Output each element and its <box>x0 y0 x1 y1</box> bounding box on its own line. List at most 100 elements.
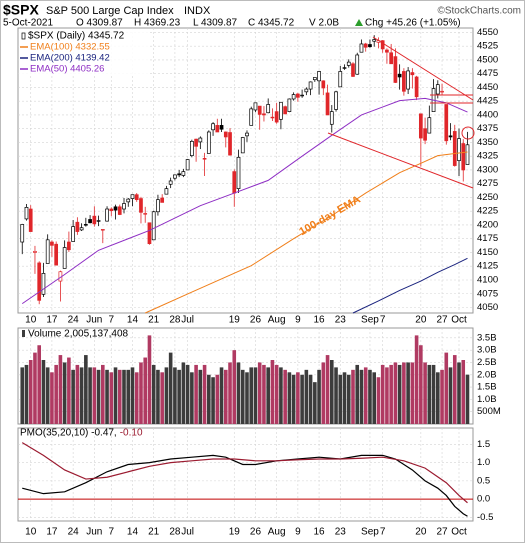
candle-body <box>50 241 54 246</box>
candle-body <box>177 173 181 176</box>
y-tick-label: 4475 <box>477 68 498 79</box>
candle-body <box>75 221 80 232</box>
candle-body <box>92 215 97 225</box>
volume-bar <box>117 369 122 424</box>
volume-bar <box>219 367 224 424</box>
volume-bar <box>50 372 54 424</box>
volume-bar <box>448 367 453 424</box>
candle-body <box>181 171 186 176</box>
volume-bar <box>67 357 71 424</box>
candle-body <box>147 222 152 245</box>
volume-bar <box>385 367 389 424</box>
y-tick-label: 3.5B <box>477 332 497 343</box>
up-arrow <box>355 19 363 26</box>
volume-bar <box>62 362 67 424</box>
volume: V 2.0B <box>309 18 339 29</box>
y-tick-label: 0.5 <box>477 475 490 486</box>
volume-bar <box>24 364 29 424</box>
volume-bar <box>190 372 194 424</box>
volume-bar <box>113 367 118 424</box>
candle-body <box>359 43 364 53</box>
ema-line <box>145 151 468 314</box>
candle-body <box>41 273 46 295</box>
y-tick-label: 4275 <box>477 178 498 189</box>
x-tick-label: 21 <box>148 527 160 538</box>
volume-bar <box>317 369 321 424</box>
volume-bar <box>393 362 398 424</box>
volume-bar <box>37 345 42 424</box>
candle-body <box>300 94 304 97</box>
volume-bar <box>185 364 190 424</box>
y-tick-label: 4425 <box>477 96 498 107</box>
volume-bar <box>20 367 25 424</box>
candle-body <box>245 132 249 137</box>
candle-body <box>139 198 143 213</box>
candle-body <box>45 239 50 264</box>
x-tick-label: 24 <box>68 527 80 538</box>
x-tick-label: 14 <box>127 315 139 326</box>
candle-body <box>444 104 449 142</box>
y-tick-label: -0.5 <box>477 512 493 523</box>
y-tick-label: 4150 <box>477 247 498 258</box>
ema-line <box>21 97 468 305</box>
y-tick-label: 4125 <box>477 261 498 272</box>
volume-bar <box>266 367 270 424</box>
volume-bar <box>168 352 173 424</box>
candle-body <box>249 108 254 126</box>
legend-label: $SPX (Daily) 4345.72 <box>28 31 125 42</box>
y-tick-label: 4450 <box>477 82 498 93</box>
candle-body <box>173 174 177 179</box>
volume-bar <box>181 362 186 424</box>
legend-label: EMA(200) 4139.42 <box>30 53 110 64</box>
x-tick-label: 7 <box>380 527 386 538</box>
volume-bar <box>287 372 292 424</box>
volume-bar <box>126 369 131 424</box>
candle-body <box>164 188 169 195</box>
candle-body <box>397 73 402 78</box>
trendline <box>327 132 474 189</box>
close: C 4345.72 <box>248 18 295 29</box>
volume-bar <box>71 369 75 424</box>
index-name: S&P 500 Large Cap Index <box>46 5 174 17</box>
volume-bar <box>249 367 254 424</box>
candle-body <box>88 219 92 224</box>
candle-body <box>317 71 321 82</box>
candle-body <box>423 128 427 141</box>
candle-body <box>198 137 203 143</box>
x-tick-label: 16 <box>314 315 326 326</box>
candle-body <box>126 198 131 203</box>
volume-bar <box>173 367 177 424</box>
candle-body <box>414 76 419 98</box>
volume-bar <box>414 335 419 424</box>
volume-bar <box>88 367 92 424</box>
volume-bar <box>79 367 84 424</box>
x-tick-label: 17 <box>46 315 58 326</box>
candle-body <box>410 72 415 76</box>
volume-bar <box>436 372 440 424</box>
date: 5-Oct-2021 <box>3 18 53 29</box>
volume-bar <box>444 352 449 424</box>
candle-body <box>457 138 461 161</box>
x-tick-label: Oct <box>451 527 467 538</box>
x-tick-label: 10 <box>25 315 37 326</box>
volume-bar <box>109 372 114 424</box>
volume-bar <box>380 364 385 424</box>
candle-body <box>440 90 444 93</box>
candle-body <box>215 125 220 133</box>
x-tick-label: Sep <box>361 315 379 326</box>
x-tick-label: Jun <box>86 315 102 326</box>
volume-bar <box>423 362 427 424</box>
candle-body <box>402 71 406 92</box>
candle-body <box>109 208 114 212</box>
volume-bar <box>45 367 50 424</box>
y-tick-label: 4050 <box>477 302 498 313</box>
candle-body <box>62 247 67 269</box>
y-tick-label: 1.5 <box>477 439 490 450</box>
volume-bar <box>92 367 97 424</box>
candle-body <box>24 207 29 220</box>
volume-bar <box>279 367 283 424</box>
x-tick-label: Jul <box>181 315 194 326</box>
volume-bar <box>291 374 296 424</box>
candle-body <box>287 98 292 112</box>
candle-body <box>54 243 59 266</box>
